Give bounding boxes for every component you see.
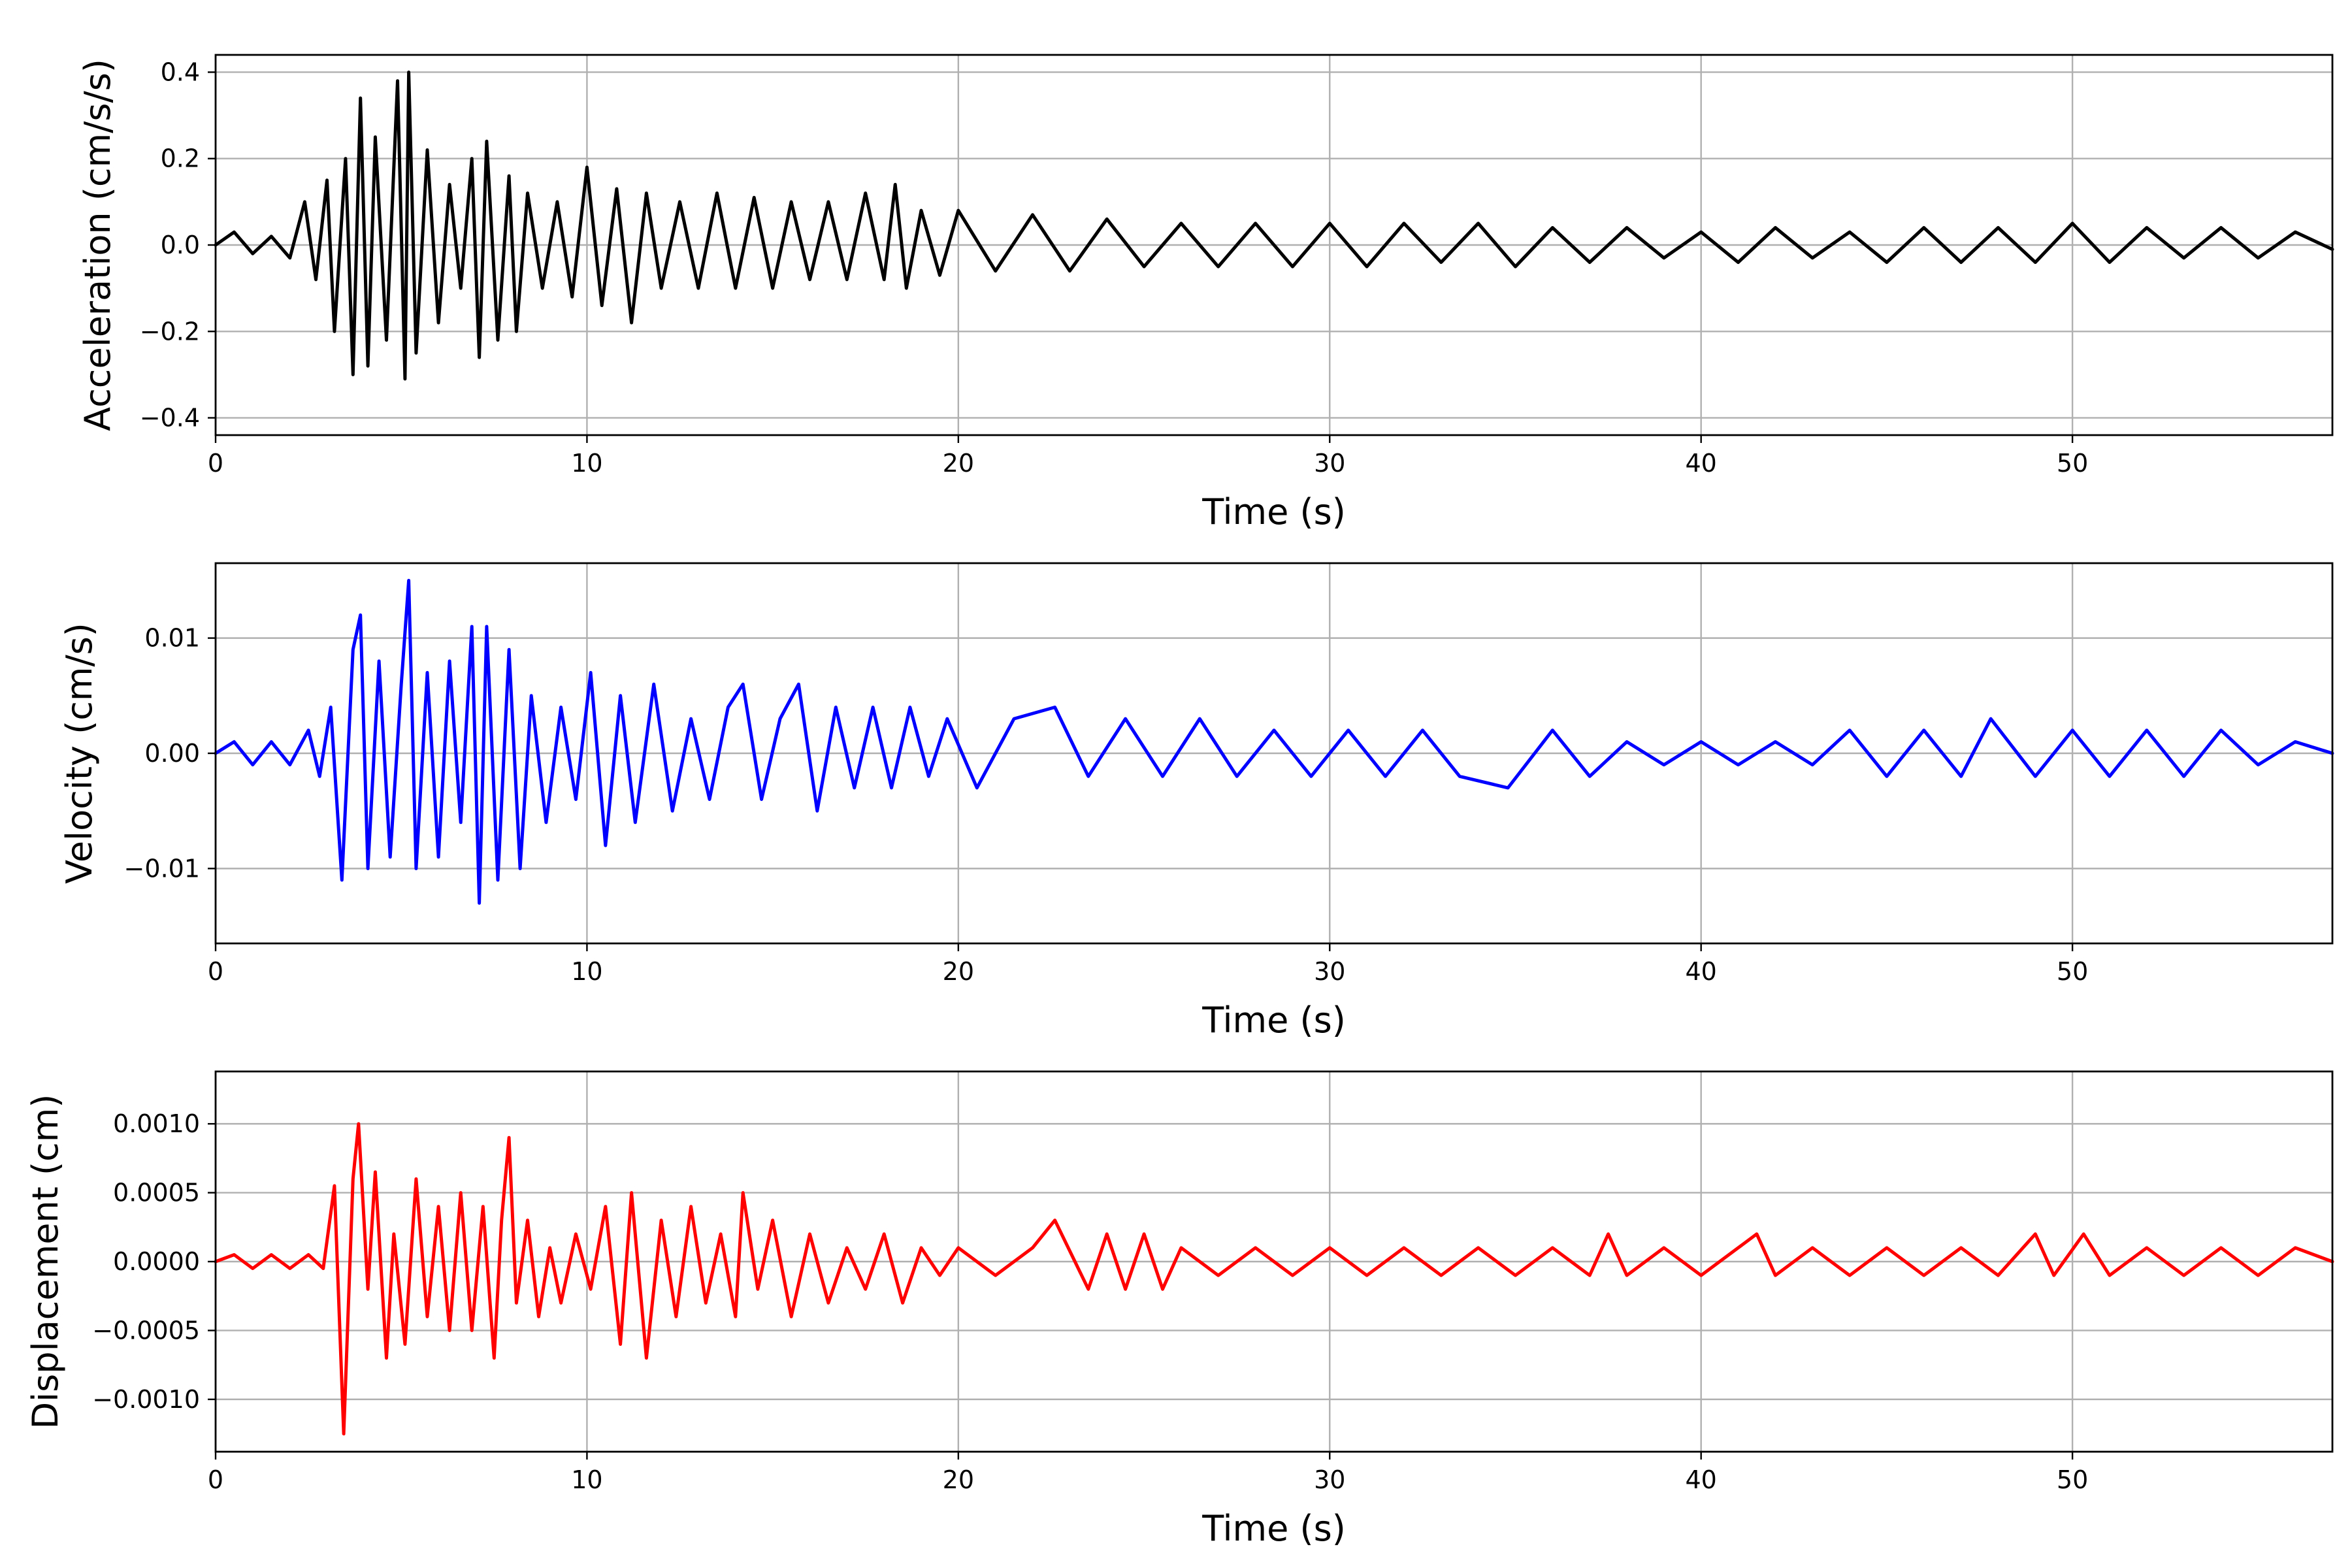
displacement-y-tick-label: 0.0000 (113, 1247, 200, 1276)
acceleration-x-tick-label: 50 (2057, 449, 2088, 478)
displacement-y-axis-label: Displacement (cm) (25, 1094, 66, 1429)
acceleration-y-tick-label: 0.4 (161, 57, 200, 86)
displacement-x-tick-label: 30 (1314, 1465, 1345, 1494)
displacement-x-tick-label: 40 (1686, 1465, 1717, 1494)
displacement-panel: 0 10 20 30 40 50 0.0010 0.0005 0.0000 −0.0005 −0.0… (25, 1070, 2334, 1549)
acceleration-x-tick-label: 10 (571, 449, 602, 478)
velocity-series-line (214, 579, 2334, 905)
acceleration-series-line (214, 71, 2334, 381)
velocity-panel: 0 10 20 30 40 50 0.01 0.00 −0.01 Time (s) Velocity… (59, 562, 2334, 1041)
velocity-x-tick-label: 20 (943, 957, 974, 986)
displacement-y-tick-label: 0.0005 (113, 1179, 200, 1207)
displacement-y-tick-label: 0.0010 (113, 1109, 200, 1138)
displacement-x-tick-label: 50 (2057, 1465, 2088, 1494)
displacement-x-tick-label: 10 (571, 1465, 602, 1494)
velocity-x-tick-label: 40 (1686, 957, 1717, 986)
acceleration-x-tick-label: 30 (1314, 449, 1345, 478)
velocity-x-tick-label: 30 (1314, 957, 1345, 986)
velocity-x-tick-label: 10 (571, 957, 602, 986)
acceleration-x-axis-label: Time (s) (1201, 491, 1346, 532)
acceleration-x-tick-label: 20 (943, 449, 974, 478)
acceleration-y-tick-label: −0.2 (140, 317, 200, 346)
displacement-y-tick-label: −0.0005 (92, 1316, 200, 1345)
velocity-x-tick-label: 0 (208, 957, 223, 986)
acceleration-y-tick-label: −0.4 (140, 404, 200, 433)
acceleration-x-tick-label: 40 (1686, 449, 1717, 478)
velocity-y-axis-label: Velocity (cm/s) (59, 623, 100, 884)
acceleration-panel: 0 10 20 30 40 50 0.4 0.2 0.0 −0.2 −0.4 Time (s) Acce… (77, 54, 2334, 532)
displacement-x-tick-label: 20 (943, 1465, 974, 1494)
velocity-y-tick-label: −0.01 (124, 854, 200, 883)
displacement-series-line (214, 1122, 2334, 1436)
acceleration-x-tick-label: 0 (208, 449, 223, 478)
acceleration-y-axis-label: Acceleration (cm/s/s) (77, 59, 118, 431)
velocity-y-tick-label: 0.01 (144, 624, 200, 653)
displacement-x-tick-label: 0 (208, 1465, 223, 1494)
acceleration-y-tick-label: 0.2 (161, 144, 200, 173)
velocity-x-axis-label: Time (s) (1201, 1000, 1346, 1041)
acceleration-y-tick-label: 0.0 (161, 231, 200, 259)
velocity-y-tick-label: 0.00 (144, 739, 200, 768)
displacement-x-axis-label: Time (s) (1201, 1508, 1346, 1549)
velocity-x-tick-label: 50 (2057, 957, 2088, 986)
displacement-y-tick-label: −0.0010 (92, 1385, 200, 1414)
